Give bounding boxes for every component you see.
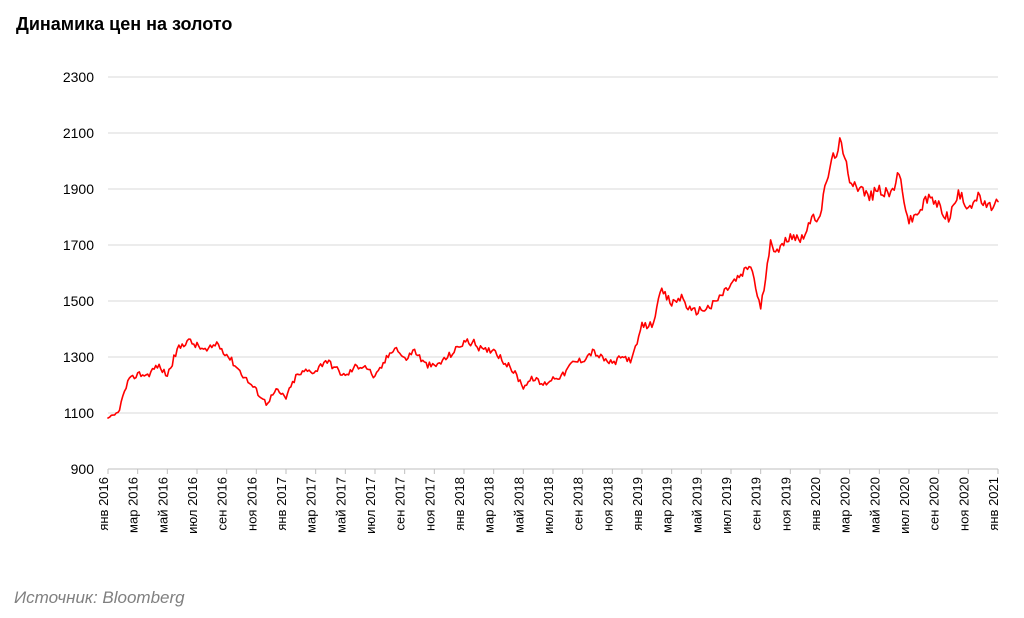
x-tick-label: ноя 2018 [600, 477, 615, 531]
x-tick-label: янв 2017 [274, 477, 289, 531]
x-tick-label: май 2017 [333, 477, 348, 533]
x-tick-label: ноя 2016 [244, 477, 259, 531]
y-tick-label: 1100 [64, 405, 94, 421]
x-tick-label: янв 2020 [808, 477, 823, 531]
x-tick-label: ноя 2019 [778, 477, 793, 531]
x-tick-label: янв 2019 [630, 477, 645, 531]
x-tick-label: мар 2017 [304, 477, 319, 533]
x-tick-label: янв 2016 [96, 477, 111, 531]
x-tick-label: мар 2016 [126, 477, 141, 533]
x-tick-label: мар 2018 [482, 477, 497, 533]
x-tick-label: мар 2019 [660, 477, 675, 533]
y-tick-label: 1700 [63, 237, 94, 253]
x-tick-label: сен 2017 [393, 477, 408, 530]
y-tick-label: 1300 [63, 349, 94, 365]
x-tick-label: сен 2020 [927, 477, 942, 530]
x-tick-label: янв 2021 [986, 477, 1001, 531]
x-tick-label: сен 2018 [571, 477, 586, 530]
x-tick-label: май 2020 [867, 477, 882, 533]
x-tick-label: ноя 2017 [422, 477, 437, 531]
x-tick-label: июл 2017 [363, 477, 378, 534]
y-tick-label: 1500 [63, 293, 94, 309]
x-tick-label: май 2019 [689, 477, 704, 533]
x-tick-label: май 2016 [155, 477, 170, 533]
x-tick-label: июл 2016 [185, 477, 200, 534]
chart-title: Динамика цен на золото [16, 14, 1010, 35]
chart-area: 900 1100 1300 1500 1700 1900 2100 2300 янв 2016 м… [14, 41, 1010, 581]
y-tick-label: 2300 [63, 69, 94, 85]
y-tick-label: 2100 [63, 125, 94, 141]
x-tick-label: май 2018 [511, 477, 526, 533]
x-tick-label: июл 2019 [719, 477, 734, 534]
gold-price-line [108, 138, 998, 418]
x-tick-label: ноя 2020 [956, 477, 971, 531]
x-tick-label: сен 2016 [215, 477, 230, 530]
chart-source: Источник: Bloomberg [14, 588, 185, 608]
x-tick-label: сен 2019 [749, 477, 764, 530]
x-tick-label: июл 2018 [541, 477, 556, 534]
x-tick-label: мар 2020 [838, 477, 853, 533]
y-tick-label: 1900 [63, 181, 94, 197]
x-tick-label: июл 2020 [897, 477, 912, 534]
y-tick-label: 900 [71, 461, 95, 477]
x-tick-label: янв 2018 [452, 477, 467, 531]
